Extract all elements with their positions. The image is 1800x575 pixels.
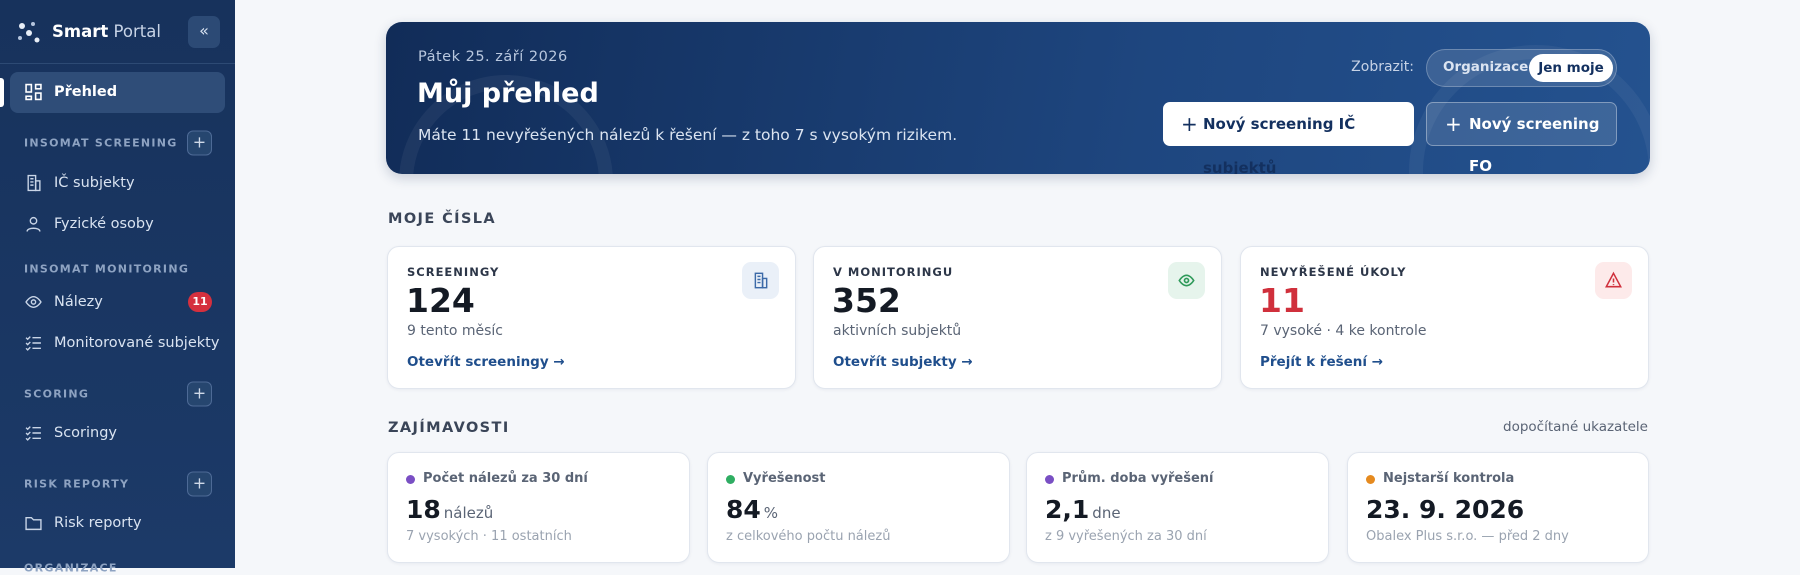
stat-card: SCREENINGY 124 9 tento měsíc Otevřít scr…	[387, 246, 796, 389]
card-icon	[1168, 262, 1205, 299]
icon-list	[25, 426, 41, 441]
card-sub: aktivních subjektů	[833, 323, 962, 339]
brand-name: Smart	[52, 22, 109, 41]
toggle-option[interactable]: Organizace	[1443, 59, 1529, 75]
card-link[interactable]: Otevřít screeningy →	[407, 354, 565, 370]
insight-card: Prům. doba vyřešení 2,1 dne z 9 vyřešenýc…	[1026, 452, 1329, 563]
banner-decoration	[399, 45, 1650, 174]
value: 2,1	[1045, 495, 1090, 524]
brand-suffix: Portal	[113, 22, 161, 41]
sidebar: Smart Portal « Přehled INSOMAT SCREENING…	[0, 0, 235, 575]
toggle-option-active[interactable]: Jen moje	[1529, 54, 1613, 82]
card-icon	[742, 262, 779, 299]
icon-eye	[25, 295, 42, 309]
insight-card: Vyřešenost 84% z celkového počtu nálezů	[707, 452, 1010, 563]
link-text: Přejít k řešení	[1260, 354, 1368, 370]
add-button[interactable]: +	[187, 381, 212, 407]
card-link[interactable]: Přejít k řešení →	[1260, 354, 1384, 370]
card-label: V MONITORINGU	[833, 265, 954, 279]
nav-item[interactable]: Přehled	[54, 84, 118, 100]
nav-item[interactable]: Fyzické osoby	[54, 216, 154, 232]
add-button[interactable]: +	[187, 471, 212, 497]
nav-section: SCORING	[24, 387, 90, 401]
icon-list	[25, 336, 41, 351]
nav-item[interactable]: Scoringy	[54, 425, 118, 441]
insight-card: Nejstarší kontrola 23. 9. 2026 Obalex Pl…	[1347, 452, 1649, 563]
insight-label: Nejstarší kontrola	[1383, 471, 1515, 486]
nav-item[interactable]: Monitorované subjekty	[54, 335, 220, 351]
nav-item[interactable]: Nálezy	[54, 294, 103, 310]
section-title: ZAJÍMAVOSTI	[388, 420, 510, 436]
dot	[1045, 475, 1054, 484]
card-value: 124	[406, 281, 475, 320]
unit: nálezů	[443, 504, 494, 522]
nav-section: INSOMAT SCREENING	[24, 136, 178, 150]
insight-label: Prům. doba vyřešení	[1062, 471, 1214, 486]
plus-icon: +	[1181, 112, 1198, 136]
card-sub: 9 tento měsíc	[407, 323, 503, 339]
unit: %	[763, 504, 779, 522]
card-value: 11	[1259, 281, 1305, 320]
icon-grid	[25, 83, 42, 101]
plus-icon: +	[1445, 112, 1462, 136]
badge: 11	[188, 292, 212, 312]
insight-value: 2,1 dne	[1045, 495, 1121, 524]
card-value: 352	[832, 281, 901, 320]
insight-card: Počet nálezů za 30 dní 18 nálezů 7 vysoký…	[387, 452, 690, 563]
value: 84	[726, 495, 761, 524]
icon-person	[26, 216, 41, 232]
nav-item[interactable]: IČ subjekty	[54, 175, 135, 191]
icon-building	[27, 174, 41, 192]
insight-value: 18 nálezů	[406, 495, 493, 524]
dot	[406, 475, 415, 484]
banner-title: Můj přehled	[417, 78, 599, 109]
nav-section: RISK REPORTY	[24, 477, 130, 491]
dot	[726, 475, 735, 484]
link-text: Otevřít subjekty	[833, 354, 957, 370]
section-title: MOJE ČÍSLA	[388, 211, 497, 227]
logo	[18, 22, 40, 43]
active-indicator	[0, 78, 4, 107]
insight-value: 84%	[726, 495, 778, 524]
value: 23. 9. 2026	[1366, 495, 1525, 524]
add-button[interactable]: +	[187, 130, 212, 156]
button-label: Nový screening FO	[1469, 115, 1600, 174]
secondary-button[interactable]: + Nový screening FO	[1426, 102, 1617, 174]
card-sub: 7 vysoké · 4 ke kontrole	[1260, 323, 1427, 339]
view-toggle: Organizace Jen moje	[1426, 49, 1617, 87]
nav-section: ORGANIZACE	[24, 561, 118, 575]
banner-text: Máte 11 nevyřešených nálezů k řešení — z…	[418, 126, 958, 144]
insight-sub: 7 vysokých · 11 ostatních	[406, 529, 572, 544]
insight-label: Vyřešenost	[743, 471, 826, 486]
insight-sub: Obalex Plus s.r.o. — před 2 dny	[1366, 529, 1569, 544]
banner: Pátek 25. září 2026 Můj přehled Máte 11 …	[386, 22, 1650, 174]
dot	[1366, 475, 1375, 484]
insight-sub: z 9 vyřešených za 30 dní	[1045, 529, 1207, 544]
view-label: Zobrazit:	[1351, 59, 1414, 75]
card-label: SCREENINGY	[407, 265, 500, 279]
nav-item[interactable]: Risk reporty	[54, 515, 142, 531]
unit: dne	[1092, 504, 1121, 522]
divider	[0, 63, 235, 64]
stat-card: NEVYŘEŠENÉ ÚKOLY 11 7 vysoké · 4 ke kont…	[1240, 246, 1649, 389]
active-item[interactable]	[10, 72, 225, 113]
card-icon	[1595, 262, 1632, 299]
icon-folder	[25, 516, 42, 531]
insight-value: 23. 9. 2026	[1366, 495, 1524, 524]
link-text: Otevřít screeningy	[407, 354, 549, 370]
banner-date: Pátek 25. září 2026	[418, 49, 568, 65]
brand: Smart Portal	[52, 22, 161, 41]
value: 18	[406, 495, 441, 524]
insight-sub: z celkového počtu nálezů	[726, 529, 891, 544]
card-label: NEVYŘEŠENÉ ÚKOLY	[1260, 265, 1407, 279]
stat-card: V MONITORINGU 352 aktivních subjektů Ote…	[813, 246, 1222, 389]
card-link[interactable]: Otevřít subjekty →	[833, 354, 973, 370]
nav-section: INSOMAT MONITORING	[24, 262, 190, 276]
section-note: dopočítané ukazatele	[1503, 419, 1648, 435]
insight-label: Počet nálezů za 30 dní	[423, 471, 588, 486]
collapse-button[interactable]: «	[188, 16, 220, 48]
button-label: Nový screening IČ subjektů	[1203, 115, 1356, 174]
primary-button[interactable]: + Nový screening IČ subjektů	[1163, 102, 1414, 174]
